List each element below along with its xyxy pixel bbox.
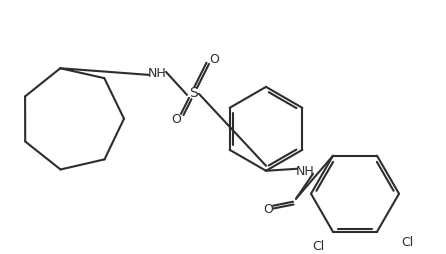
Text: O: O — [263, 202, 273, 215]
Text: O: O — [209, 53, 219, 66]
Text: NH: NH — [148, 67, 166, 80]
Text: S: S — [189, 86, 198, 100]
Text: O: O — [171, 113, 181, 126]
Text: Cl: Cl — [401, 235, 413, 248]
Text: NH: NH — [296, 165, 314, 178]
Text: Cl: Cl — [312, 239, 324, 252]
